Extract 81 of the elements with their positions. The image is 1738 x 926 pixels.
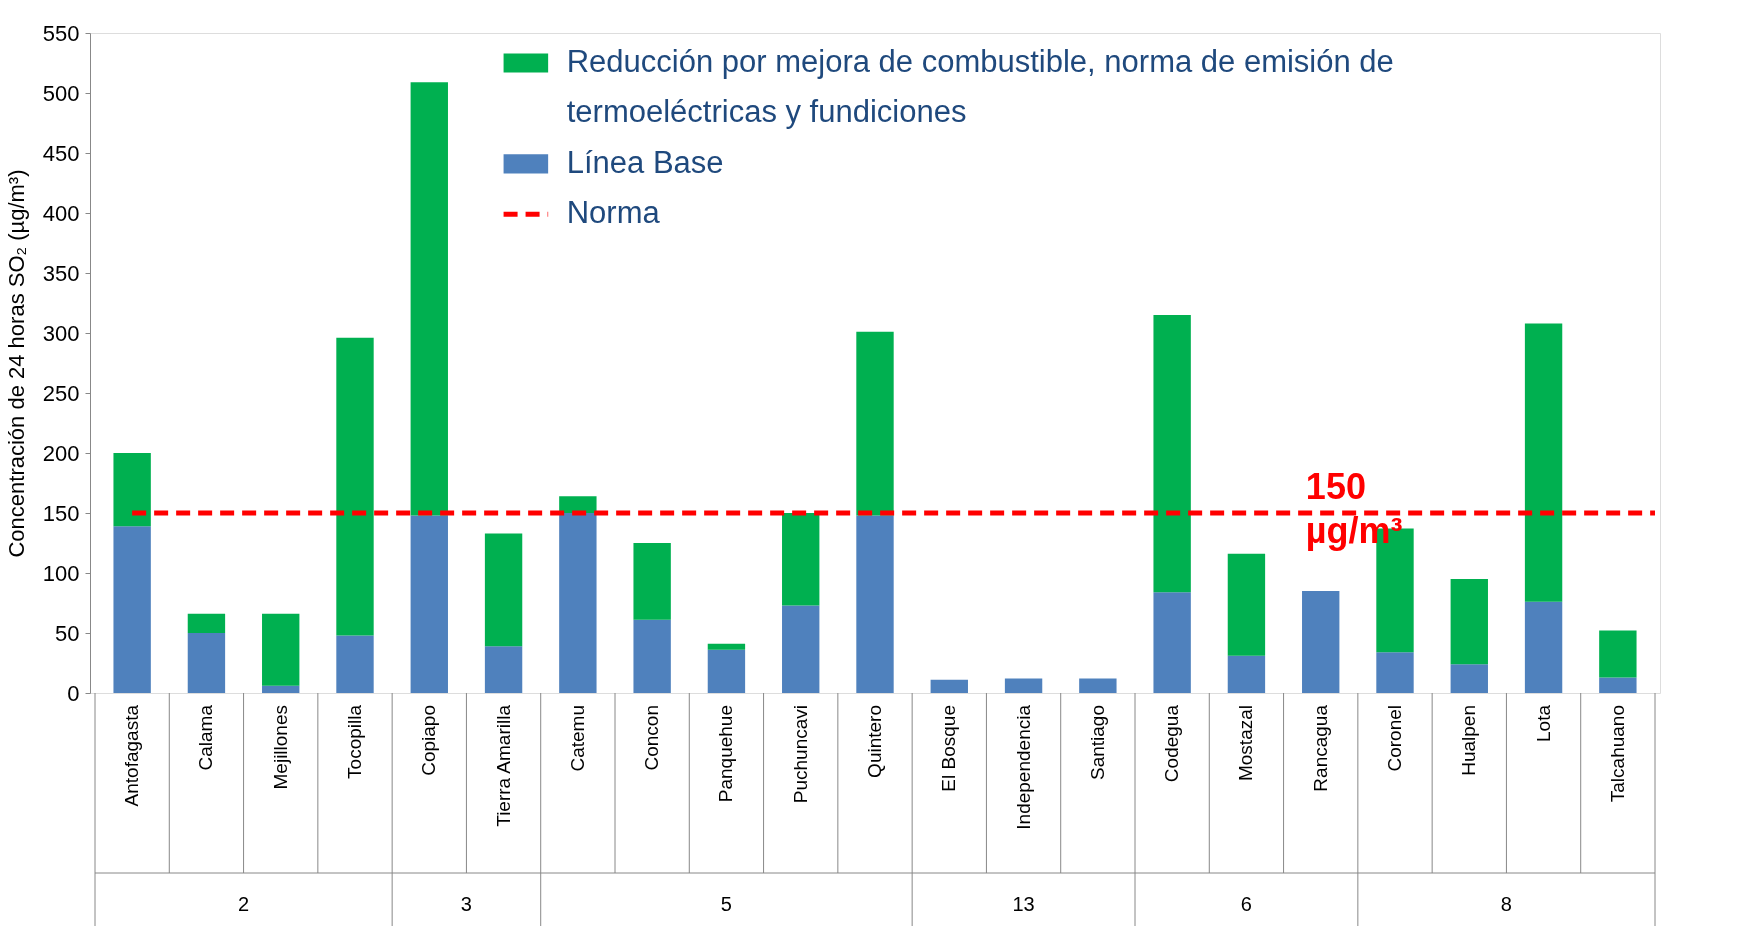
bar xyxy=(484,533,523,647)
bar xyxy=(856,515,894,693)
x-tick-label: El Bosque xyxy=(938,705,960,792)
x-tick-label: Santiago xyxy=(1086,705,1108,781)
bar xyxy=(1524,323,1563,602)
x-tick-label: Talcahuano xyxy=(1606,705,1628,803)
bar xyxy=(782,513,820,606)
bar xyxy=(856,331,894,516)
bar xyxy=(1227,553,1266,656)
x-tick-label: Panquehue xyxy=(715,705,737,803)
bar xyxy=(930,679,968,693)
bar xyxy=(559,496,597,513)
bar xyxy=(410,82,448,516)
x-tick-label: Puchuncavi xyxy=(789,705,811,804)
x-tick-label: Quintero xyxy=(864,705,885,778)
legend-label: Línea Base xyxy=(566,144,724,180)
x-tick-label: Mostazal xyxy=(1235,705,1257,782)
x-tick-label: Antofagasta xyxy=(121,704,143,807)
bar xyxy=(1376,652,1414,693)
x-tick-label: Copiapo xyxy=(418,705,440,776)
y-tick-label: 450 xyxy=(42,140,80,166)
bar xyxy=(336,337,374,636)
x-tick-label: Calama xyxy=(195,704,217,771)
text: 13 xyxy=(1012,893,1035,915)
text: 6 xyxy=(1240,893,1252,915)
y-axis-title: Concentración de 24 horas SO₂ (µg/m³) xyxy=(3,169,29,558)
bar xyxy=(113,453,151,527)
x-tick-label: Coronel xyxy=(1384,705,1405,772)
text: 5 xyxy=(720,893,732,915)
bar xyxy=(1153,315,1191,593)
bar xyxy=(1079,678,1117,693)
bar xyxy=(1450,579,1488,665)
bar xyxy=(1004,678,1043,693)
y-tick-label: 400 xyxy=(42,200,80,226)
y-tick-label: 150 xyxy=(42,500,80,526)
x-tick-label: Tocopilla xyxy=(344,704,365,779)
y-tick-label: 350 xyxy=(42,260,80,286)
text: 8 xyxy=(1500,893,1512,915)
bar xyxy=(633,543,671,620)
legend-label: Norma xyxy=(566,195,661,231)
y-tick-label: 500 xyxy=(42,80,80,106)
legend-label: Reducción por mejora de combustible, norma de emisión de termoeléctricas y fundiciones xyxy=(566,44,1394,130)
bar xyxy=(1302,591,1340,693)
x-tick-label: Mejillones xyxy=(269,705,291,790)
x-tick-label: Codegua xyxy=(1161,704,1183,783)
bar xyxy=(559,513,597,693)
text: 3 xyxy=(460,893,472,915)
bar xyxy=(1524,601,1563,693)
bar xyxy=(1153,592,1191,693)
y-tick-label: 50 xyxy=(55,620,80,646)
bar xyxy=(262,685,300,693)
annotation: 150 µg/m³ xyxy=(1305,466,1403,551)
y-tick-label: 300 xyxy=(42,320,80,346)
x-tick-label: Tierra Amarilla xyxy=(492,704,514,827)
x-tick-label: Hualpen xyxy=(1458,705,1480,776)
bar xyxy=(707,649,746,693)
bar xyxy=(1227,655,1266,693)
bar xyxy=(1599,677,1637,693)
bar xyxy=(113,526,151,693)
y-tick-label: 200 xyxy=(42,440,80,466)
y-tick-label: 550 xyxy=(42,20,80,46)
y-tick-label: 250 xyxy=(42,380,80,406)
bar xyxy=(336,635,374,693)
x-tick-label: Concon xyxy=(641,705,663,771)
bar xyxy=(484,646,523,693)
bar xyxy=(1450,664,1488,693)
bar xyxy=(1599,630,1637,678)
x-tick-label: Rancagua xyxy=(1309,704,1331,792)
x-tick-label: Lota xyxy=(1532,704,1554,742)
bar xyxy=(187,613,226,633)
bar xyxy=(782,605,820,693)
bar xyxy=(633,619,671,693)
y-tick-label: 0 xyxy=(67,680,80,706)
bar xyxy=(262,613,300,686)
text: 2 xyxy=(238,893,250,915)
bar xyxy=(410,515,448,693)
bar xyxy=(707,643,746,650)
x-tick-label: Independencia xyxy=(1012,704,1034,830)
x-tick-label: Catemu xyxy=(566,705,588,772)
y-tick-label: 100 xyxy=(42,560,80,586)
bar xyxy=(187,633,226,693)
